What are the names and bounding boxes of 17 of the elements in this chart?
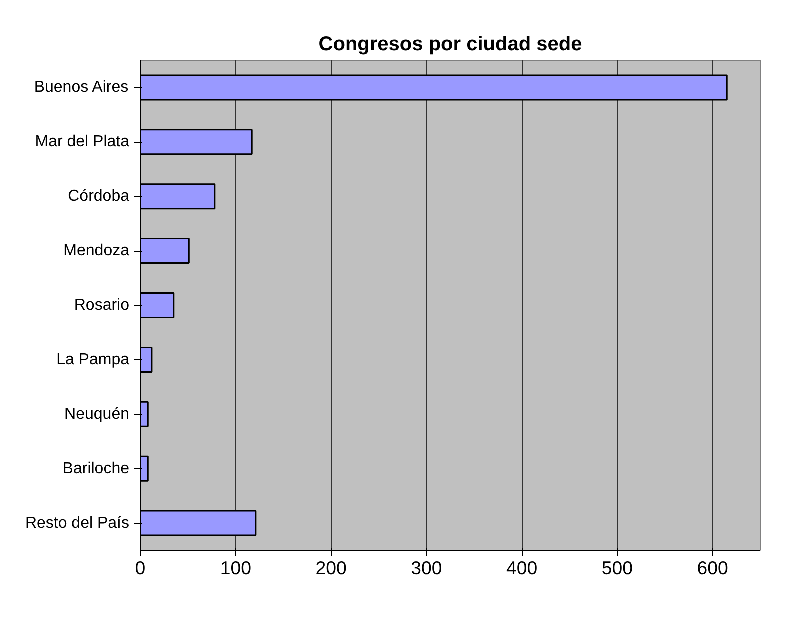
chart-title: Congresos por ciudad sede bbox=[318, 34, 582, 56]
y-tick-label: Buenos Aires bbox=[34, 79, 129, 96]
y-tick-label: Bariloche bbox=[62, 460, 130, 478]
y-tick-label: Mendoza bbox=[64, 242, 130, 260]
y-tick-label: Neuquén bbox=[64, 406, 130, 423]
x-tick-label: 600 bbox=[697, 558, 728, 578]
y-tick-label: Resto del País bbox=[25, 514, 130, 532]
x-tick-label: 400 bbox=[506, 558, 538, 578]
x-tick-label: 0 bbox=[135, 558, 146, 578]
y-tick-label: Córdoba bbox=[68, 188, 130, 206]
x-tick-label: 300 bbox=[411, 558, 442, 578]
x-tick-label: 200 bbox=[316, 558, 347, 578]
y-tick-label: Rosario bbox=[74, 297, 130, 314]
x-tick-label: 500 bbox=[602, 558, 633, 578]
x-tick-label: 100 bbox=[220, 558, 252, 578]
y-tick-label: Mar del Plata bbox=[35, 134, 130, 151]
y-tick-label: La Pampa bbox=[56, 351, 130, 368]
